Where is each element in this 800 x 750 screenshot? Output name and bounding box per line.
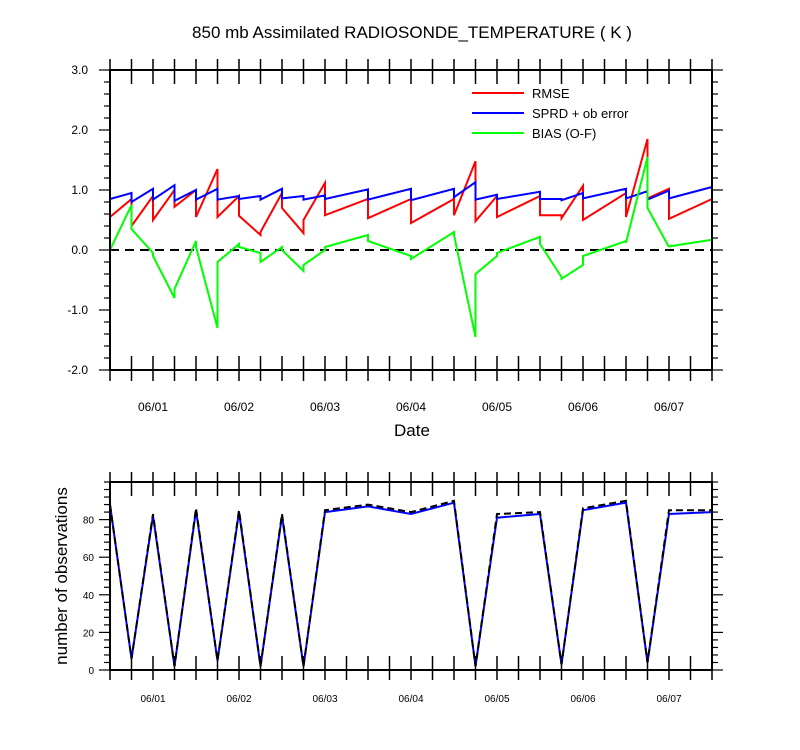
y-tick-label-20: 20 (83, 628, 95, 639)
x-tick-label-06-06: 06/06 (570, 694, 595, 705)
x-tick-label-06-05: 06/05 (482, 400, 512, 414)
bottom-x-tick-labels: 06/01 06/02 06/03 06/04 06/05 06/06 06/07 (140, 694, 681, 705)
top-series-group (109, 138, 713, 338)
bottom-series-group (109, 499, 713, 667)
x-tick-label-06-04: 06/04 (396, 400, 426, 414)
y-tick-label-0: 0 (88, 666, 94, 677)
y-tick-label-2-0: 2.0 (71, 123, 88, 137)
series-possible (109, 499, 712, 667)
top-chart: 850 mb Assimilated RADIOSONDE_TEMPERATUR… (67, 23, 723, 440)
y-tick-label-1-0: -1.0 (67, 303, 88, 317)
top-x-tick-labels: 06/01 06/02 06/03 06/04 06/05 06/06 06/07 (138, 400, 684, 414)
y-tick-label-80: 80 (83, 516, 95, 527)
top-y-tick-labels: -2.0 -1.0 0.0 1.0 2.0 3.0 (67, 63, 88, 377)
x-tick-label-06-05: 06/05 (484, 694, 509, 705)
x-tick-label-06-03: 06/03 (310, 400, 340, 414)
x-tick-label-06-02: 06/02 (226, 694, 251, 705)
x-tick-label-06-01: 06/01 (138, 400, 168, 414)
chart-title: 850 mb Assimilated RADIOSONDE_TEMPERATUR… (192, 23, 632, 42)
y-tick-label-1-0: 1.0 (71, 183, 88, 197)
x-tick-label-06-06: 06/06 (568, 400, 598, 414)
y-tick-label-0-0: 0.0 (71, 243, 88, 257)
y-tick-label-40: 40 (83, 591, 95, 602)
legend: RMSE SPRD + ob error BIAS (O-F) (472, 86, 629, 141)
bottom-plot-frame (109, 481, 713, 671)
x-axis-label: Date (394, 421, 430, 440)
y-tick-label-2-0: -2.0 (67, 363, 88, 377)
x-tick-label-06-07: 06/07 (656, 694, 681, 705)
top-axis-ticks (99, 59, 723, 381)
x-tick-label-06-04: 06/04 (398, 694, 423, 705)
series-sprd-ob-error (109, 180, 713, 204)
legend-label-sprd-ob-error: SPRD + ob error (532, 106, 629, 121)
y-tick-label-60: 60 (83, 553, 95, 564)
x-tick-label-06-03: 06/03 (312, 694, 337, 705)
y-tick-label-3-0: 3.0 (71, 63, 88, 77)
y-axis-label: number of observations (52, 487, 71, 665)
series-assimilated (109, 501, 713, 667)
bottom-y-tick-labels: 0 20 40 60 80 (83, 516, 95, 677)
x-tick-label-06-07: 06/07 (654, 400, 684, 414)
legend-label-rmse: RMSE (532, 86, 570, 101)
x-tick-label-06-02: 06/02 (224, 400, 254, 414)
bottom-chart: 0 20 40 60 80 06/01 06/02 06/03 06/04 06/05 06/06… (52, 472, 723, 705)
bottom-axis-ticks (99, 472, 723, 680)
series-bias-o-f (109, 156, 713, 338)
series-rmse (109, 138, 713, 238)
x-tick-label-06-01: 06/01 (140, 694, 165, 705)
legend-label-bias-o-f: BIAS (O-F) (532, 126, 596, 141)
